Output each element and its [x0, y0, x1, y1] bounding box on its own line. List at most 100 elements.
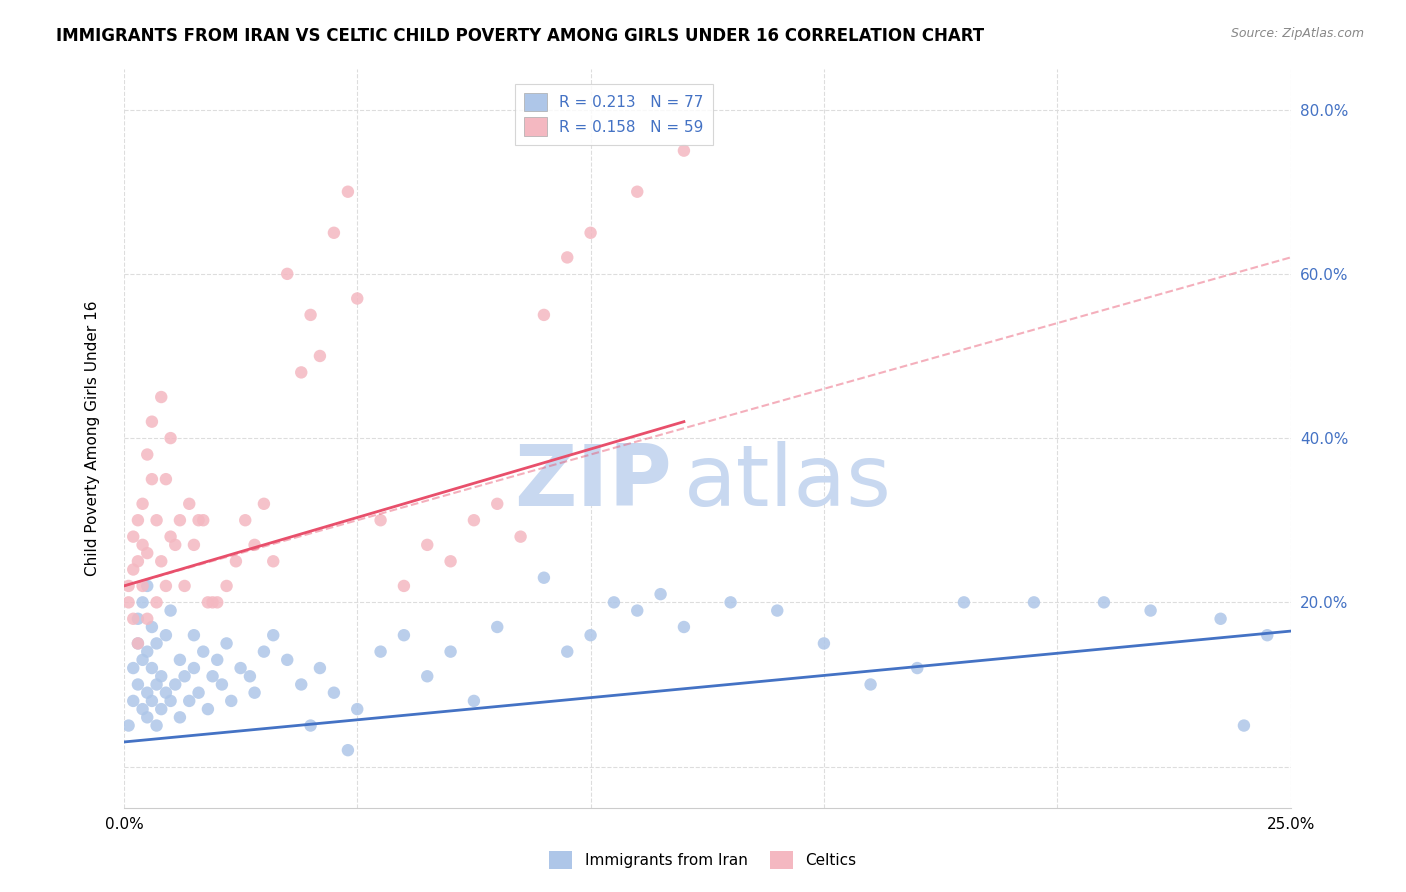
Point [276, 653, 298, 667]
Point [253, 645, 276, 659]
Point [183, 538, 205, 552]
Point [187, 686, 209, 700]
Point [859, 677, 882, 691]
Point [229, 661, 252, 675]
Point [122, 562, 145, 576]
Point [145, 513, 167, 527]
Point [555, 645, 578, 659]
Point [1209, 612, 1232, 626]
Point [672, 620, 695, 634]
Point [145, 595, 167, 609]
Point [215, 579, 238, 593]
Point [720, 595, 742, 609]
Point [127, 636, 149, 650]
Point [225, 554, 247, 568]
Point [165, 677, 187, 691]
Point [173, 579, 195, 593]
Point [1139, 603, 1161, 617]
Point [1256, 628, 1278, 642]
Point [159, 694, 181, 708]
Point [122, 694, 145, 708]
Legend: Immigrants from Iran, Celtics: Immigrants from Iran, Celtics [543, 845, 863, 875]
Point [150, 390, 173, 404]
Point [122, 612, 145, 626]
Point [416, 669, 439, 683]
Point [159, 530, 181, 544]
Point [136, 612, 159, 626]
Point [179, 497, 201, 511]
Point [150, 669, 173, 683]
Point [136, 546, 159, 560]
Point [672, 144, 695, 158]
Point [122, 530, 145, 544]
Point [392, 579, 415, 593]
Point [155, 628, 177, 642]
Point [141, 472, 163, 486]
Point [131, 538, 153, 552]
Point [336, 185, 359, 199]
Point [173, 669, 195, 683]
Point [197, 702, 219, 716]
Point [290, 677, 312, 691]
Point [953, 595, 976, 609]
Point [215, 636, 238, 650]
Point [150, 554, 173, 568]
Point [155, 472, 177, 486]
Point [650, 587, 672, 601]
Point [346, 292, 368, 306]
Point [336, 743, 359, 757]
Point [169, 653, 191, 667]
Point [155, 686, 177, 700]
Point [509, 530, 531, 544]
Point [1233, 718, 1256, 732]
Point [439, 645, 461, 659]
Point [127, 554, 149, 568]
Point [131, 595, 153, 609]
Point [141, 620, 163, 634]
Point [141, 661, 163, 675]
Point [219, 694, 242, 708]
Point [370, 645, 392, 659]
Point [439, 554, 461, 568]
Point [322, 226, 344, 240]
Point [533, 571, 555, 585]
Point [211, 677, 233, 691]
Point [169, 710, 191, 724]
Point [183, 661, 205, 675]
Legend: R = 0.213   N = 77, R = 0.158   N = 59: R = 0.213 N = 77, R = 0.158 N = 59 [515, 84, 713, 145]
Point [150, 702, 173, 716]
Point [905, 661, 928, 675]
Point [201, 595, 224, 609]
Point [813, 636, 835, 650]
Point [262, 554, 284, 568]
Point [141, 694, 163, 708]
Point [159, 431, 181, 445]
Text: atlas: atlas [683, 441, 891, 524]
Point [243, 686, 266, 700]
Point [253, 497, 276, 511]
Point [165, 538, 187, 552]
Text: Source: ZipAtlas.com: Source: ZipAtlas.com [1230, 27, 1364, 40]
Point [766, 603, 789, 617]
Point [463, 694, 485, 708]
Point [1022, 595, 1045, 609]
Point [169, 513, 191, 527]
Point [322, 686, 344, 700]
Text: IMMIGRANTS FROM IRAN VS CELTIC CHILD POVERTY AMONG GIRLS UNDER 16 CORRELATION CH: IMMIGRANTS FROM IRAN VS CELTIC CHILD POV… [56, 27, 984, 45]
Point [603, 595, 626, 609]
Point [197, 595, 219, 609]
Point [136, 686, 159, 700]
Point [299, 718, 322, 732]
Point [533, 308, 555, 322]
Point [290, 365, 312, 379]
Point [155, 579, 177, 593]
Point [183, 628, 205, 642]
Point [117, 718, 139, 732]
Point [579, 628, 602, 642]
Point [145, 718, 167, 732]
Point [193, 513, 215, 527]
Point [131, 579, 153, 593]
Point [187, 513, 209, 527]
Point [127, 636, 149, 650]
Point [555, 251, 578, 265]
